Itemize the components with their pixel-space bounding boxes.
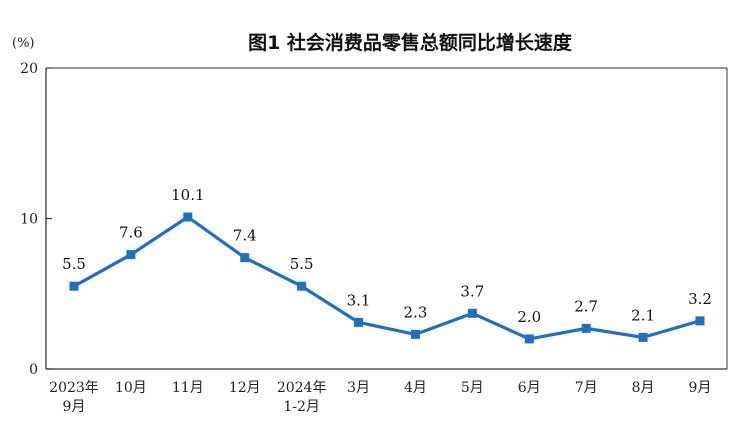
data-point-marker [581, 323, 591, 333]
series-line [73, 215, 701, 341]
x-tick-label: 3月 [347, 380, 370, 396]
data-point-marker [524, 334, 534, 344]
data-value-label: 2.0 [517, 308, 541, 326]
x-tick-labels: 2023年 9月 10月 11月 12月 2024年 1-2月 3月 4月 5月 6月 7月 8月 9月 [49, 380, 711, 415]
plot-area [45, 67, 728, 370]
data-point-marker [240, 253, 250, 263]
data-value-label: 2.1 [631, 306, 655, 324]
x-tick-label: 5月 [461, 380, 484, 396]
data-value-label: 3.7 [460, 282, 484, 300]
data-value-label: 3.1 [347, 291, 371, 309]
x-tick-label: 9月 [689, 380, 712, 396]
x-tick-label: 2023年 9月 [49, 380, 99, 415]
series-polyline [73, 215, 701, 341]
y-ticks: 0 10 20 [20, 61, 52, 378]
data-value-label: 7.4 [233, 227, 257, 245]
data-point-marker [695, 316, 705, 326]
data-point-marker [638, 332, 648, 342]
data-value-label: 2.7 [574, 297, 598, 315]
x-tick-label: 12月 [229, 380, 261, 396]
x-tick-label: 10月 [115, 380, 147, 396]
x-tick-label: 2024年 1-2月 [277, 380, 327, 415]
x-tick-label: 7月 [575, 380, 598, 396]
data-point-marker [467, 308, 477, 318]
data-value-label: 7.6 [119, 224, 143, 242]
data-value-label: 2.3 [404, 303, 428, 321]
series-markers [69, 212, 705, 344]
data-value-label: 5.5 [62, 255, 86, 273]
data-point-marker [297, 281, 307, 291]
data-value-label: 10.1 [171, 186, 204, 204]
data-point-marker [126, 250, 136, 260]
x-tick-label: 11月 [172, 380, 204, 396]
data-point-marker [69, 281, 79, 291]
y-tick-label: 20 [20, 61, 38, 77]
data-labels: 5.5 7.6 10.1 7.4 5.5 3.1 2.3 3.7 2.0 2.7 2.1 3.2 [62, 186, 712, 326]
x-tick-label: 6月 [518, 380, 541, 396]
chart-title: 图1 社会消费品零售总额同比增长速度 [248, 31, 573, 54]
y-tick-label: 0 [29, 362, 38, 378]
data-value-label: 5.5 [290, 255, 314, 273]
data-point-marker [410, 329, 420, 339]
data-point-marker [183, 212, 193, 222]
y-tick-label: 10 [20, 212, 38, 228]
y-axis-unit-label: (%) [12, 36, 35, 51]
data-value-label: 3.2 [688, 290, 712, 308]
x-tick-label: 8月 [632, 380, 655, 396]
data-point-marker [354, 317, 364, 327]
x-tick-label: 4月 [404, 380, 427, 396]
